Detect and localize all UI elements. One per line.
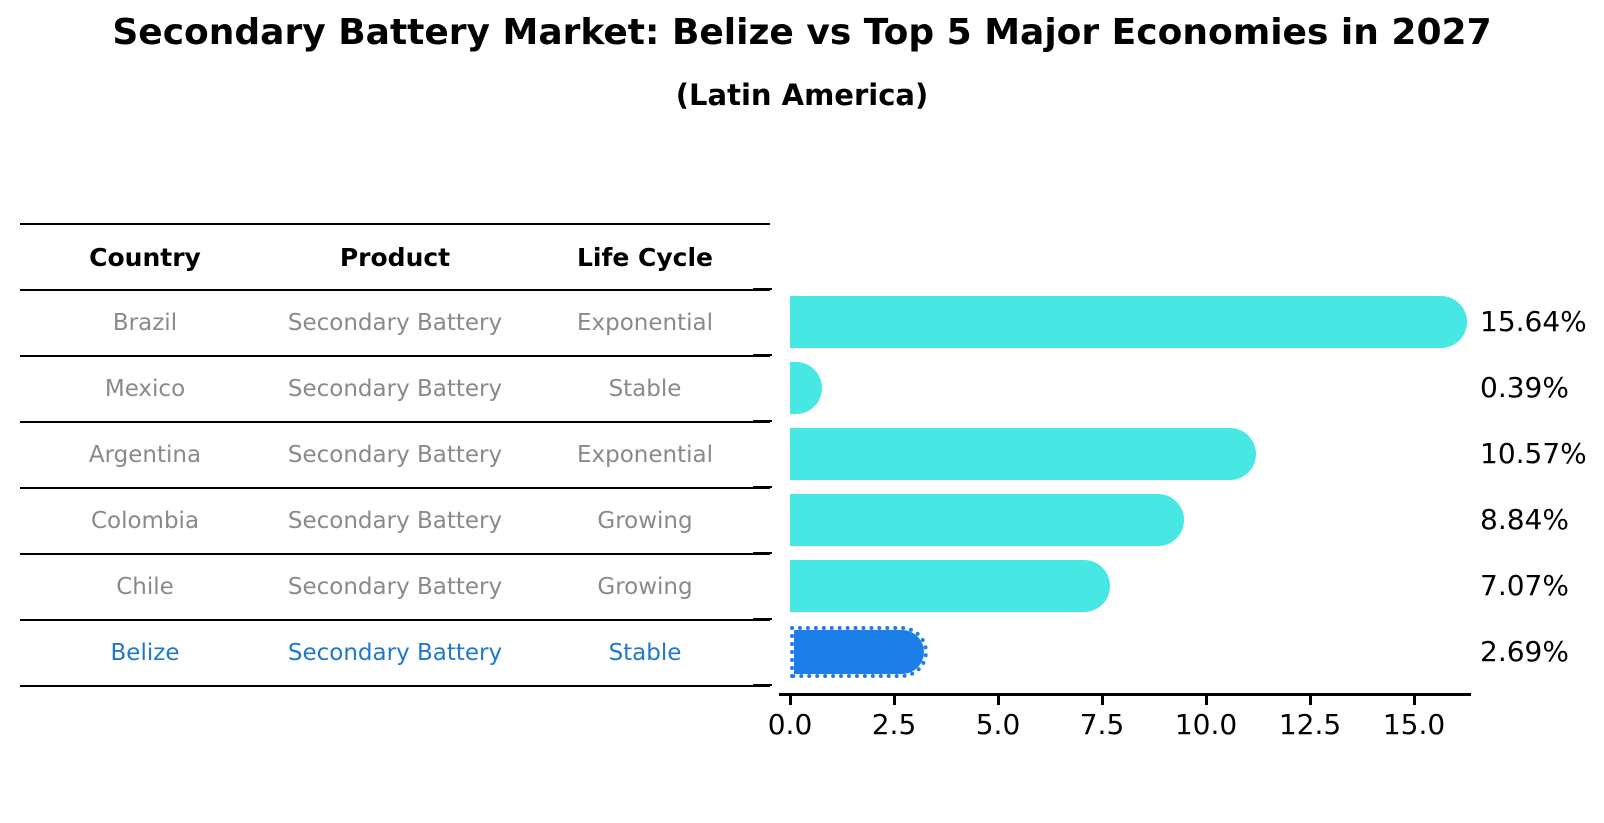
- cell-life-cycle: Stable: [608, 376, 682, 402]
- cell-country: Brazil: [112, 310, 178, 336]
- column-header: Life Cycle: [576, 242, 714, 272]
- x-axis-line: [779, 693, 1471, 696]
- x-tick-label: 2.5: [871, 708, 917, 741]
- bar-value-label: 8.84%: [1480, 503, 1569, 536]
- cell-life-cycle: Growing: [597, 574, 693, 600]
- cell-country: Argentina: [88, 442, 202, 468]
- cell-product: Secondary Battery: [287, 376, 503, 402]
- bar-brazil: [790, 296, 1467, 348]
- y-tick-mark: [753, 354, 772, 356]
- cell-product: Secondary Battery: [287, 442, 503, 468]
- cell-country: Chile: [116, 574, 174, 600]
- cell-product: Secondary Battery: [287, 310, 503, 336]
- table-row: Colombia Secondary Battery Growing: [20, 489, 770, 555]
- cell-country: Colombia: [90, 508, 200, 534]
- cell-life-cycle: Exponential: [576, 310, 713, 336]
- y-tick-mark: [753, 288, 772, 290]
- table-row: Argentina Secondary Battery Exponential: [20, 423, 770, 489]
- x-tick-label: 7.5: [1079, 708, 1125, 741]
- bar-row: [790, 289, 1490, 355]
- cell-country: Belize: [110, 640, 180, 666]
- y-tick-mark: [753, 552, 772, 554]
- x-tick-label: 10.0: [1174, 708, 1238, 741]
- y-tick-mark: [753, 618, 772, 620]
- column-header: Country: [89, 242, 201, 272]
- x-tick-mark: [1101, 696, 1104, 705]
- bar-row: [790, 553, 1490, 619]
- y-tick-mark: [753, 420, 772, 422]
- bar-value-label: 7.07%: [1480, 569, 1569, 602]
- x-tick-mark: [893, 696, 896, 705]
- x-tick-mark: [997, 696, 1000, 705]
- bar-row: [790, 487, 1490, 553]
- cell-product: Secondary Battery: [287, 508, 503, 534]
- table-row: Chile Secondary Battery Growing: [20, 555, 770, 621]
- x-tick-mark: [1413, 696, 1416, 705]
- x-tick-mark: [1309, 696, 1312, 705]
- x-tick-mark: [789, 696, 792, 705]
- bar-value-label: 0.39%: [1480, 371, 1569, 404]
- cell-life-cycle: Stable: [608, 640, 682, 666]
- y-tick-mark: [753, 684, 772, 686]
- comparison-table: Country Product Life Cycle Brazil Secondary…: [20, 223, 770, 687]
- table-body: Brazil Secondary Battery Exponential Mexico…: [20, 291, 770, 687]
- chart-title: Secondary Battery Market: Belize vs Top …: [112, 12, 1492, 53]
- column-header: Product: [339, 242, 451, 272]
- x-tick-label: 15.0: [1382, 708, 1446, 741]
- bar-row: [790, 355, 1490, 421]
- bar-argentina: [790, 428, 1256, 480]
- cell-country: Mexico: [104, 376, 186, 402]
- bar-value-label: 10.57%: [1480, 437, 1587, 470]
- cell-life-cycle: Growing: [597, 508, 693, 534]
- bar-value-labels: 15.64% 0.39% 10.57% 8.84% 7.07% 2.69%: [1480, 289, 1604, 685]
- x-tick-label: 12.5: [1278, 708, 1342, 741]
- table-row: Mexico Secondary Battery Stable: [20, 357, 770, 423]
- y-tick-mark: [753, 486, 772, 488]
- bar-chile: [790, 560, 1110, 612]
- x-tick-label: 5.0: [975, 708, 1021, 741]
- x-tick-mark: [1205, 696, 1208, 705]
- cell-product: Secondary Battery: [287, 640, 503, 666]
- table-row: Belize Secondary Battery Stable: [20, 621, 770, 687]
- cell-product: Secondary Battery: [287, 574, 503, 600]
- bar-value-label: 2.69%: [1480, 635, 1569, 668]
- bar-chart: [790, 289, 1490, 685]
- table-header-row: Country Product Life Cycle: [20, 225, 770, 291]
- bar-colombia: [790, 494, 1184, 546]
- bar-mexico: [790, 362, 822, 414]
- bar-belize-highlight: [790, 626, 928, 678]
- bar-value-label: 15.64%: [1480, 305, 1587, 338]
- cell-life-cycle: Exponential: [576, 442, 713, 468]
- bar-row: [790, 619, 1490, 685]
- bar-row: [790, 421, 1490, 487]
- chart-subtitle: (Latin America): [675, 78, 929, 112]
- table-row: Brazil Secondary Battery Exponential: [20, 291, 770, 357]
- x-tick-label: 0.0: [767, 708, 813, 741]
